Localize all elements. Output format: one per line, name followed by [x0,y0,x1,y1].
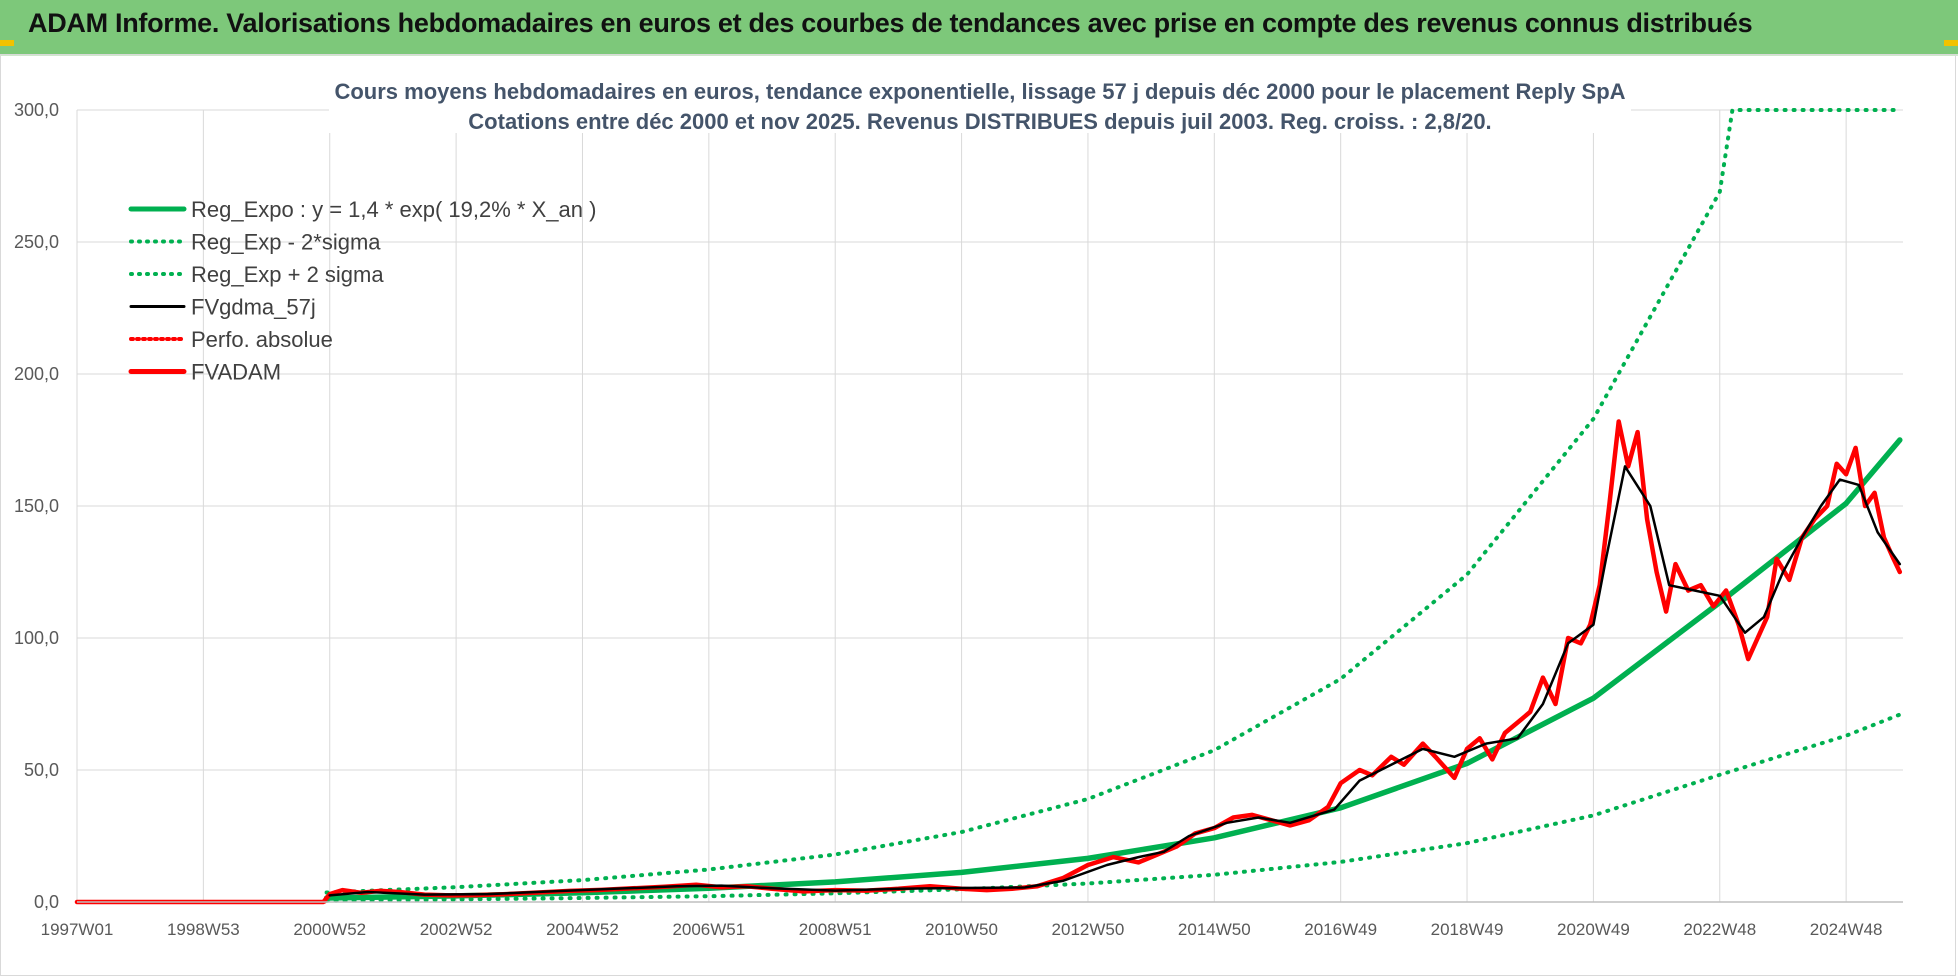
series-fvgdma-57j [328,465,1902,897]
x-tick-label: 2016W49 [1304,920,1377,939]
corner-marker-left [0,40,14,46]
chart-frame: Cours moyens hebdomadaires en euros, ten… [0,54,1956,976]
y-tick-label: 100,0 [14,628,59,648]
series-reg-expo [323,437,1903,901]
page-title: ADAM Informe. Valorisations hebdomadaire… [28,8,1753,38]
chart: Cours moyens hebdomadaires en euros, ten… [14,73,1903,939]
legend-label: Reg_Expo : y = 1,4 * exp( 19,2% * X_an ) [191,197,596,222]
x-tick-label: 2006W51 [672,920,745,939]
x-tick-label: 2004W52 [546,920,619,939]
y-tick-label: 50,0 [24,760,59,780]
x-tick-label: 2012W50 [1052,920,1125,939]
x-tick-label: 2022W48 [1683,920,1756,939]
series [74,108,1903,905]
x-tick-label: 2020W49 [1557,920,1630,939]
chart-title: Cours moyens hebdomadaires en euros, ten… [329,73,1631,134]
series-fvadam [74,419,1903,905]
x-tick-label: 2010W50 [925,920,998,939]
y-tick-label: 300,0 [14,100,59,120]
y-tick-label: 200,0 [14,364,59,384]
legend: Reg_Expo : y = 1,4 * exp( 19,2% * X_an )… [128,197,596,385]
x-tick-label: 2018W49 [1431,920,1504,939]
legend-label: FVADAM [191,360,281,385]
y-tick-label: 250,0 [14,232,59,252]
x-tick-label: 2002W52 [420,920,493,939]
x-tick-label: 2024W48 [1810,920,1883,939]
legend-label: FVgdma_57j [191,295,316,320]
chart-title-line2: Cotations entre déc 2000 et nov 2025. Re… [468,109,1491,134]
legend-label: Reg_Exp - 2*sigma [191,230,381,255]
legend-label: Reg_Exp + 2 sigma [191,262,384,287]
x-tick-label: 1998W53 [167,920,240,939]
grid [76,109,1903,903]
x-tick-label: 2008W51 [799,920,872,939]
chart-title-line1: Cours moyens hebdomadaires en euros, ten… [334,79,1625,104]
y-tick-label: 150,0 [14,496,59,516]
y-tick-label: 0,0 [34,892,59,912]
x-tick-label: 2000W52 [293,920,366,939]
corner-marker-right [1944,40,1958,46]
axes: 0,0 50,0 100,0 150,0 200,0 250,0 300,0 1997W01 1… [14,100,1903,939]
legend-label: Perfo. absolue [191,327,333,352]
header-bar: ADAM Informe. Valorisations hebdomadaire… [0,0,1958,56]
x-tick-label: 2014W50 [1178,920,1251,939]
series-reg-exp-2-sigma [324,712,1902,903]
series-reg-exp-2-sigma [324,108,1902,895]
x-tick-label: 1997W01 [41,920,114,939]
